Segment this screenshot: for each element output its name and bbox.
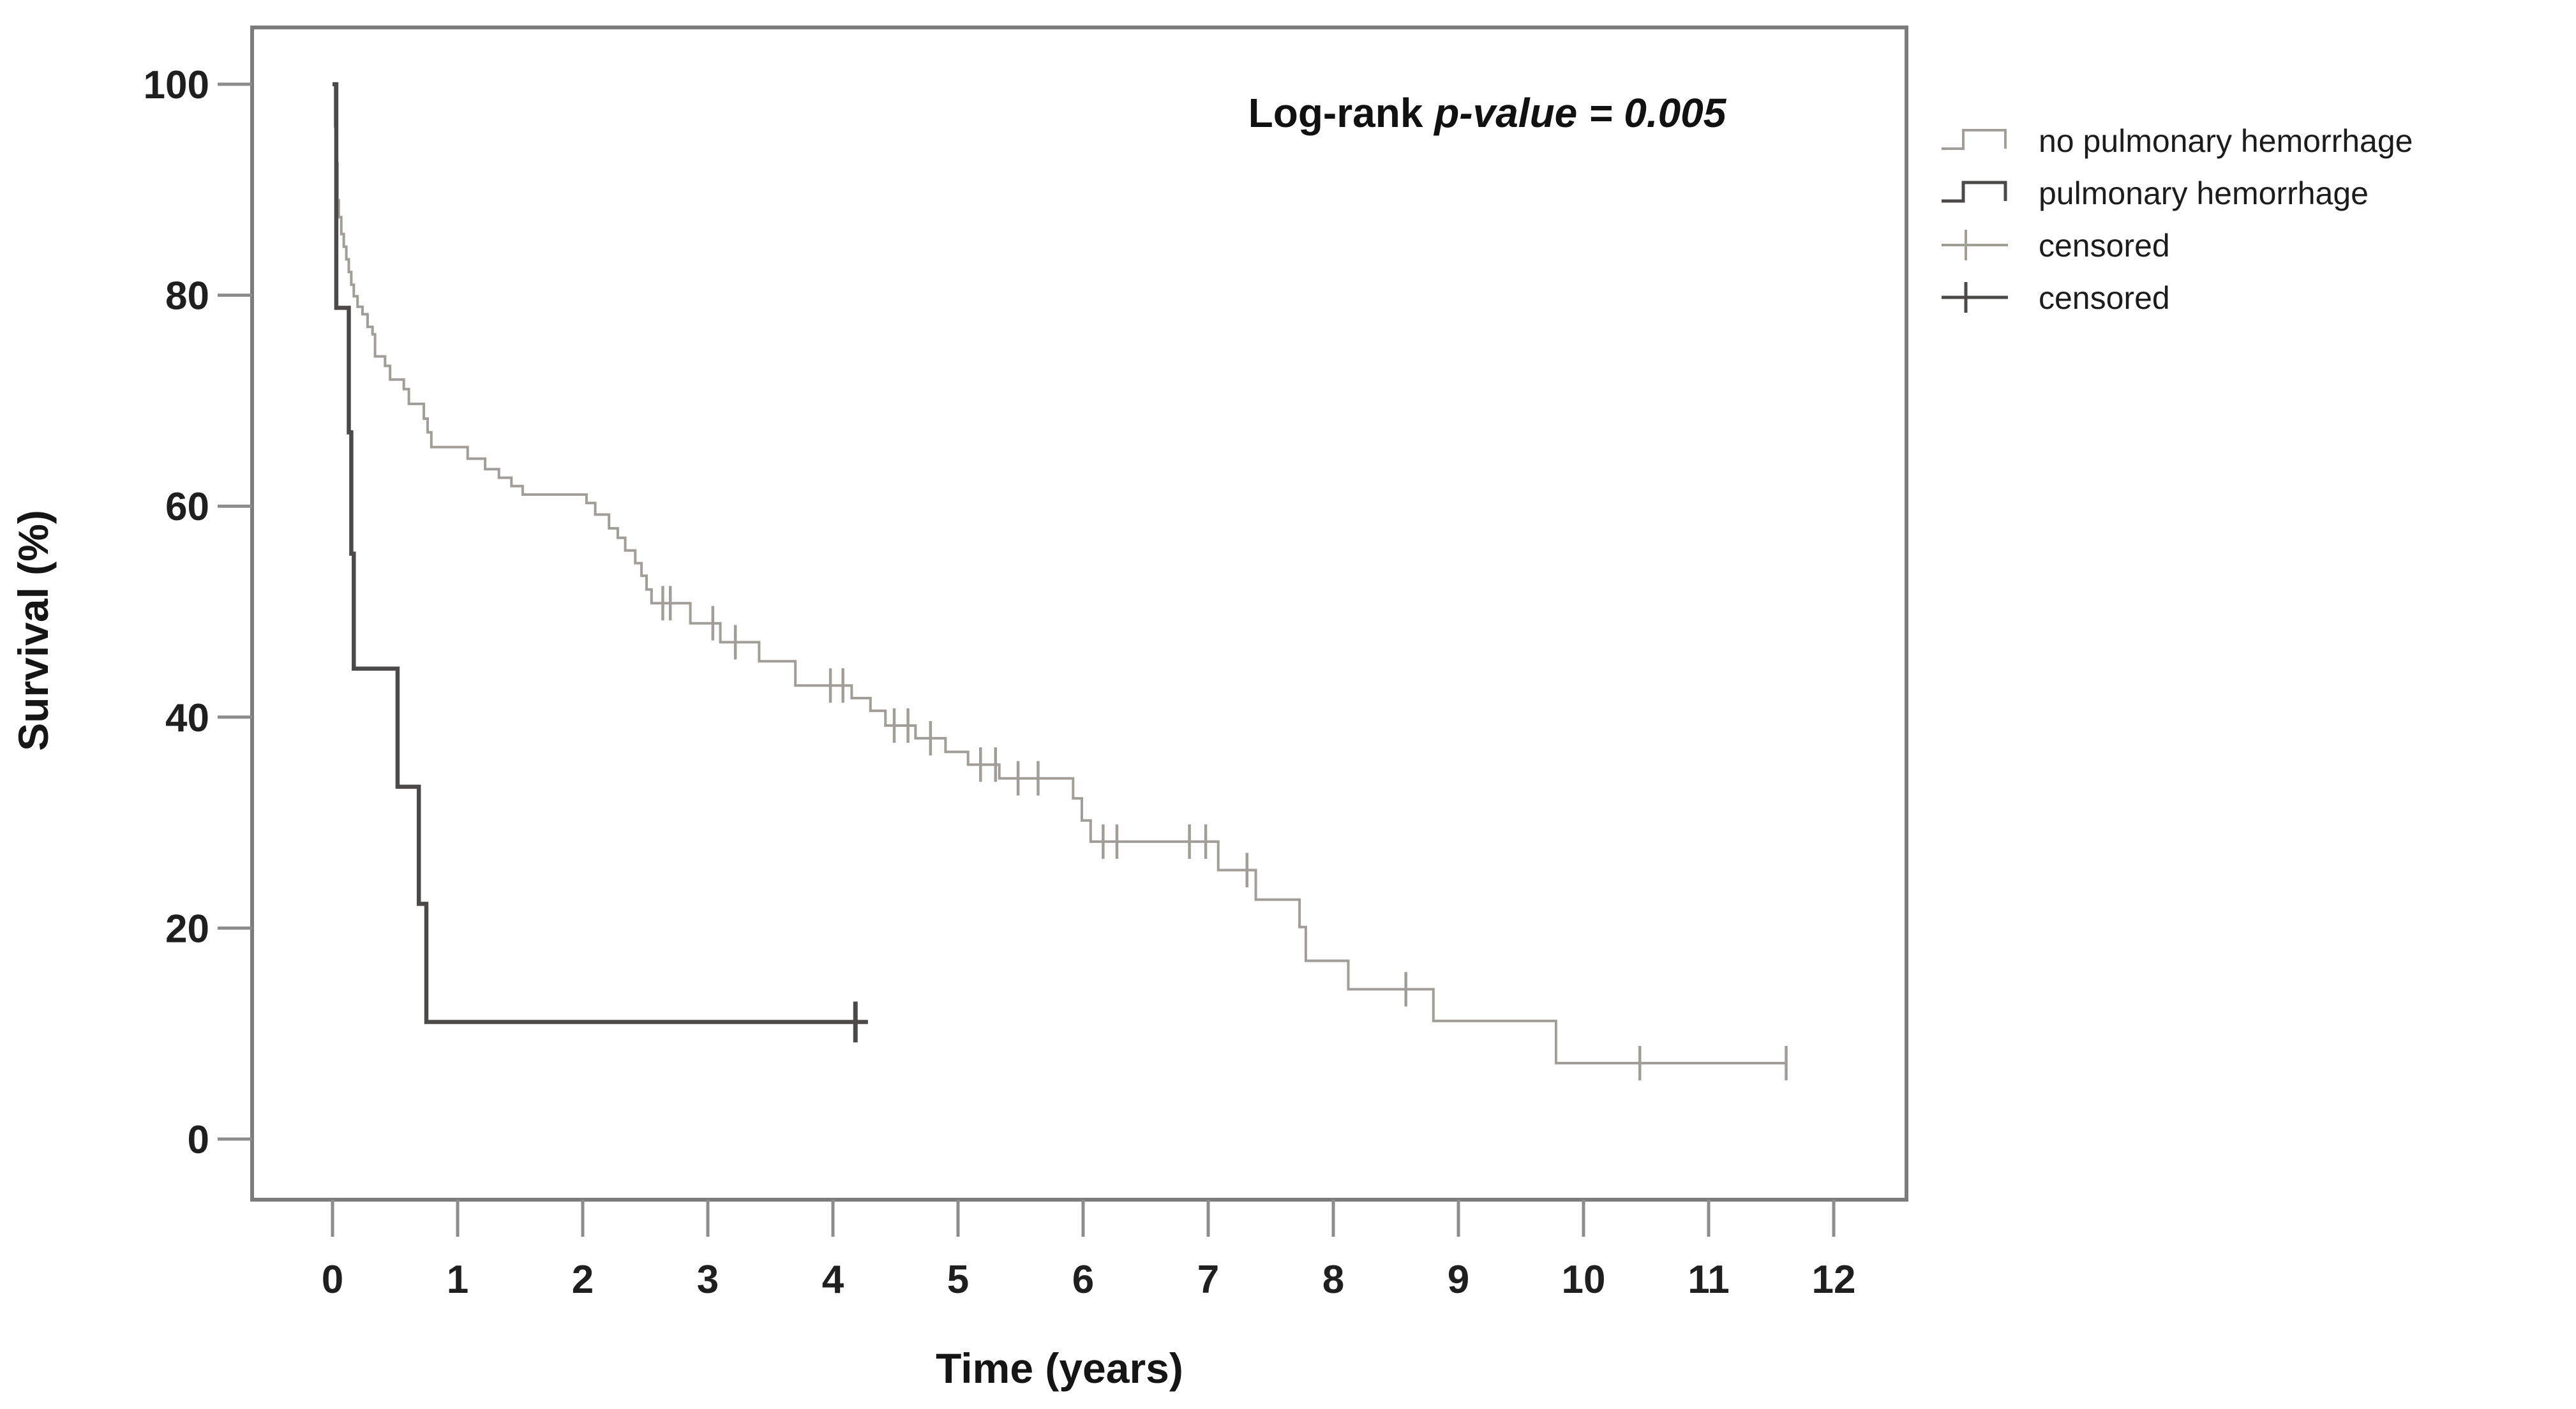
km-curve-pulmonary-hemorrhage <box>333 82 868 1024</box>
x-tick-label: 8 <box>1322 1258 1344 1302</box>
step-line-icon <box>1942 181 2007 203</box>
legend-label: pulmonary hemorrhage <box>2039 175 2369 211</box>
y-axis-title: Survival (%) <box>10 510 57 751</box>
x-axis-tick-labels: 0 1 2 3 4 5 6 7 8 9 10 11 12 <box>322 1258 1856 1302</box>
x-tick-label: 2 <box>572 1258 594 1302</box>
y-tick-label: 60 <box>165 485 209 529</box>
log-rank-annotation: Log-rank p-value = 0.005 <box>1248 89 1726 137</box>
x-tick-label: 0 <box>322 1258 343 1302</box>
x-tick-label: 3 <box>697 1258 719 1302</box>
x-axis-title: Time (years) <box>936 1345 1183 1392</box>
legend-item-censored-light: censored <box>1940 220 2413 272</box>
x-tick-label: 4 <box>822 1258 844 1302</box>
censor-marks-no-pulmonary-hemorrhage <box>661 586 1788 1080</box>
y-tick-label: 40 <box>165 696 209 740</box>
y-axis-ticks <box>218 82 252 1141</box>
annotation-pvalue: p-value = 0.005 <box>1434 90 1726 136</box>
legend-item-no-pulmonary-hemorrhage: no pulmonary hemorrhage <box>1940 115 2413 167</box>
legend-item-censored-dark: censored <box>1940 272 2413 324</box>
x-tick-label: 7 <box>1197 1258 1219 1302</box>
x-tick-label: 6 <box>1072 1258 1094 1302</box>
x-tick-label: 1 <box>447 1258 468 1302</box>
x-tick-label: 10 <box>1562 1258 1606 1302</box>
legend-label: censored <box>2039 280 2170 316</box>
km-curve-no-pulmonary-hemorrhage <box>333 83 1786 1064</box>
plus-marker-icon <box>1942 282 2008 313</box>
step-line-icon <box>1942 129 2007 150</box>
y-tick-label: 100 <box>144 63 209 107</box>
annotation-prefix: Log-rank <box>1248 90 1435 136</box>
plot-frame <box>250 26 1908 1202</box>
y-tick-label: 80 <box>165 274 209 318</box>
y-tick-label: 0 <box>188 1118 209 1162</box>
plus-marker-icon <box>1942 230 2008 260</box>
x-axis-ticks <box>331 1200 1836 1237</box>
x-tick-label: 9 <box>1448 1258 1469 1302</box>
x-tick-label: 5 <box>947 1258 969 1302</box>
x-tick-label: 12 <box>1812 1258 1856 1302</box>
y-tick-label: 20 <box>165 907 209 951</box>
x-tick-label: 11 <box>1688 1258 1730 1302</box>
legend-label: no pulmonary hemorrhage <box>2039 123 2413 159</box>
legend: no pulmonary hemorrhage pulmonary hemorr… <box>1940 115 2413 324</box>
legend-item-pulmonary-hemorrhage: pulmonary hemorrhage <box>1940 167 2413 220</box>
y-axis-tick-labels: 0 20 40 60 80 100 <box>144 63 209 1162</box>
legend-label: censored <box>2039 228 2170 264</box>
